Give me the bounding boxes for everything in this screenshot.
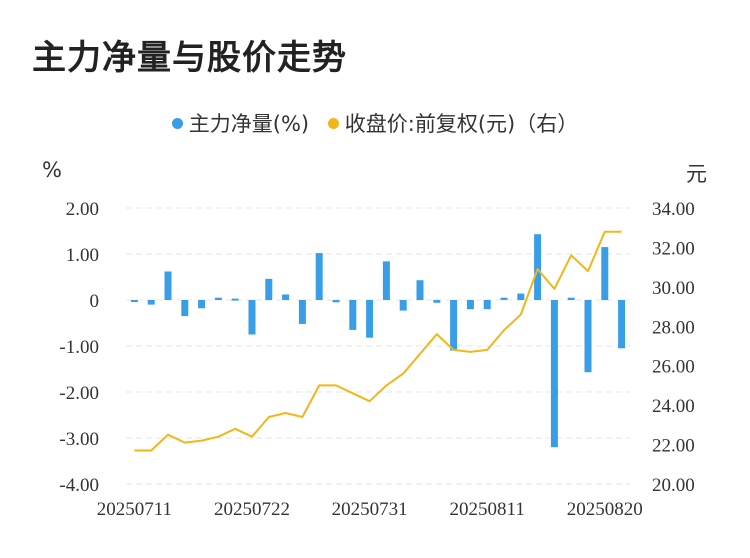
legend-item-net-flow[interactable]: 主力净量(%) — [171, 108, 310, 138]
x-tick-label: 20250820 — [567, 499, 643, 520]
y-left-tick-label: 1.00 — [66, 245, 99, 266]
bar — [282, 294, 290, 300]
bar — [382, 261, 390, 300]
bar — [147, 300, 155, 305]
bar — [332, 300, 340, 303]
bar — [567, 297, 575, 300]
y-right-tick-label: 28.00 — [652, 317, 695, 338]
bar — [164, 271, 172, 300]
bar — [500, 297, 508, 300]
y-left-tick-label: -2.00 — [59, 383, 99, 404]
right-axis-unit: 元 — [686, 162, 707, 186]
bar — [349, 300, 357, 330]
chart-title: 主力净量与股价走势 — [32, 38, 347, 78]
legend-label-close-price: 收盘价:前复权(元)（右） — [344, 112, 579, 136]
bar — [483, 300, 491, 310]
y-right-tick-label: 22.00 — [652, 436, 695, 457]
bar — [248, 300, 256, 335]
bar — [618, 300, 626, 349]
bar — [130, 300, 138, 302]
y-right-tick-label: 32.00 — [652, 238, 695, 259]
y-left-tick-label: -3.00 — [59, 429, 99, 450]
x-tick-label: 20250711 — [97, 499, 172, 520]
bar — [366, 300, 374, 338]
bar — [450, 300, 458, 351]
y-left-tick-label: -1.00 — [59, 337, 99, 358]
bar — [584, 300, 592, 373]
y-left-tick-label: -4.00 — [59, 475, 99, 496]
bar — [399, 300, 407, 311]
bar — [198, 300, 206, 309]
y-right-tick-label: 26.00 — [652, 357, 695, 378]
bar — [466, 300, 474, 310]
bar — [416, 280, 424, 300]
bar — [315, 253, 323, 300]
left-axis-unit: % — [42, 158, 62, 182]
bar — [517, 293, 525, 300]
y-right-tick-label: 30.00 — [652, 278, 695, 299]
bar — [433, 300, 441, 303]
bar — [601, 247, 609, 300]
bar — [534, 234, 542, 300]
x-tick-label: 20250811 — [450, 499, 525, 520]
y-right-tick-label: 20.00 — [652, 475, 695, 496]
x-tick-label: 20250722 — [214, 499, 290, 520]
bar — [265, 278, 273, 300]
bar — [181, 300, 189, 317]
price-line — [134, 230, 622, 452]
y-left-tick-label: 0 — [90, 291, 100, 312]
legend-marker-net-flow — [171, 117, 183, 129]
legend: 主力净量(%) 收盘价:前复权(元)（右） — [0, 108, 750, 138]
bar — [550, 300, 558, 448]
legend-item-close-price[interactable]: 收盘价:前复权(元)（右） — [327, 108, 579, 138]
y-right-tick-label: 34.00 — [652, 199, 695, 220]
y-right-tick-label: 24.00 — [652, 396, 695, 417]
bar — [298, 300, 306, 324]
bar — [214, 297, 222, 300]
bar — [231, 298, 239, 301]
legend-label-net-flow: 主力净量(%) — [188, 112, 310, 136]
legend-marker-close-price — [327, 117, 339, 129]
y-left-tick-label: 2.00 — [66, 199, 99, 220]
x-tick-label: 20250731 — [332, 499, 408, 520]
